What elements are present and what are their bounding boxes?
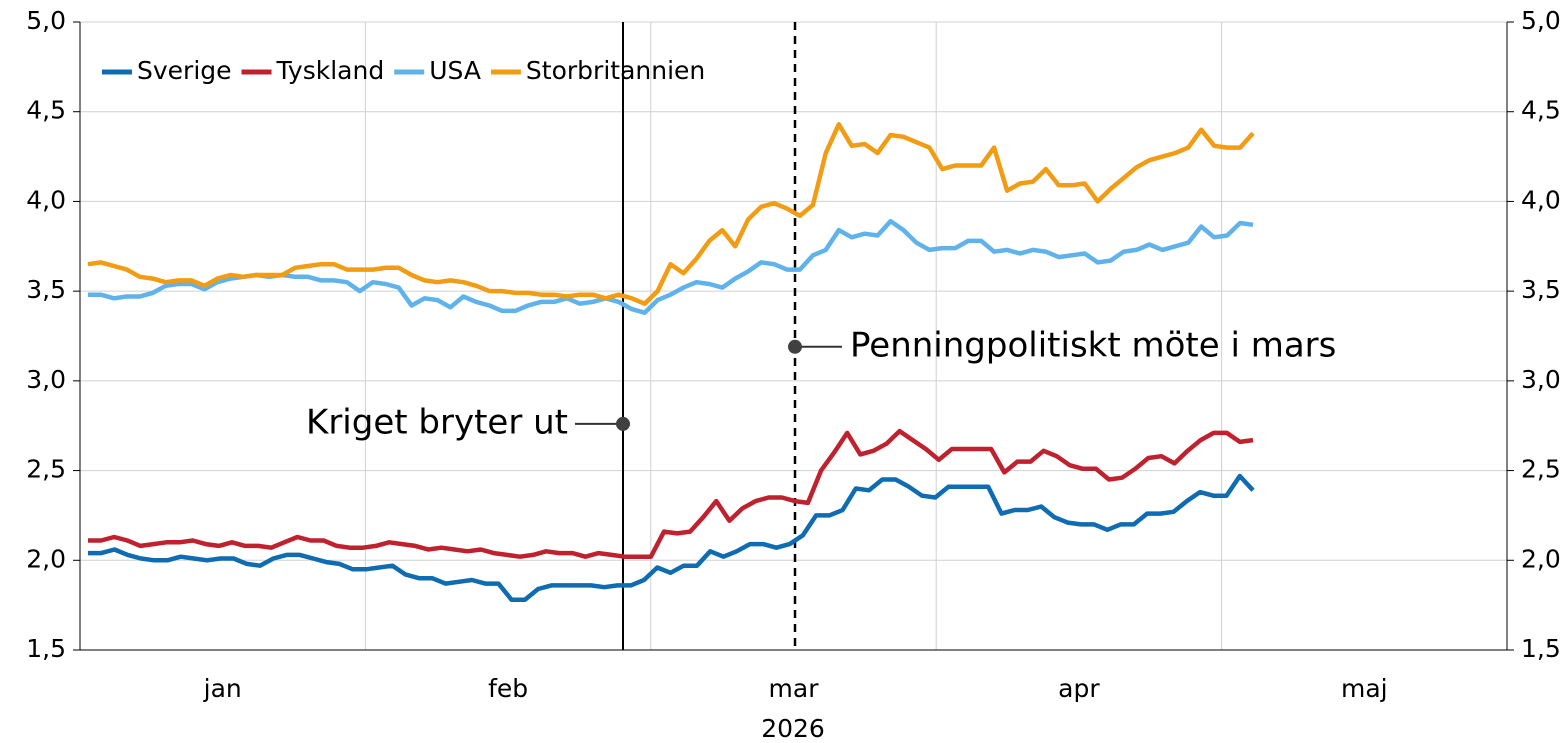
y-tick-label: 3,5 (26, 275, 66, 304)
legend-label: Storbritannien (526, 56, 705, 85)
legend-label: Tyskland (276, 56, 385, 85)
y2-tick-label: 3,0 (1521, 365, 1561, 394)
annotation-text: Kriget bryter ut (306, 402, 568, 442)
legend-label: Sverige (137, 56, 232, 85)
x-tick-label: maj (1341, 674, 1388, 703)
series-line (87, 122, 1255, 306)
annotation-marker (788, 339, 802, 354)
y-tick-label: 3,0 (26, 365, 66, 394)
x-tick-label: feb (488, 674, 528, 703)
y-tick-label: 4,5 (26, 96, 66, 125)
y-tick-label: 1,5 (26, 634, 66, 663)
y-tick-label: 2,0 (26, 544, 66, 573)
y2-tick-label: 2,5 (1521, 455, 1561, 484)
annotation-marker (616, 416, 630, 431)
y2-tick-label: 5,0 (1521, 6, 1561, 35)
annotation-text: Penningpolitiskt möte i mars (850, 325, 1336, 365)
y2-tick-label: 4,5 (1521, 96, 1561, 125)
series-line (88, 473, 1255, 603)
x-tick-label: mar (769, 674, 820, 703)
x-axis-label: 2026 (761, 714, 825, 743)
x-tick-label: jan (203, 674, 242, 703)
y2-tick-label: 1,5 (1521, 634, 1561, 663)
y2-tick-label: 2,0 (1521, 544, 1561, 573)
x-tick-label: apr (1058, 674, 1100, 703)
y2-tick-label: 4,0 (1521, 185, 1561, 214)
y-tick-label: 4,0 (26, 185, 66, 214)
y-tick-label: 2,5 (26, 455, 66, 484)
y-tick-label: 5,0 (26, 6, 66, 35)
y2-tick-label: 3,5 (1521, 275, 1561, 304)
series-line (88, 428, 1254, 559)
legend-label: USA (429, 56, 481, 85)
